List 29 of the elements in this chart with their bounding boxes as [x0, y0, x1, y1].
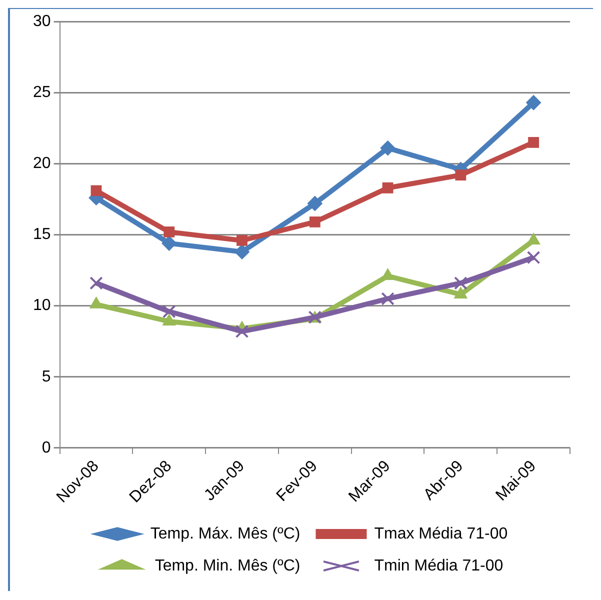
y-tick-label: 10 — [33, 297, 51, 314]
y-tick-label: 5 — [42, 368, 51, 386]
point — [90, 185, 102, 196]
point — [90, 276, 103, 290]
y-tick-label: 0 — [42, 439, 51, 456]
point — [526, 95, 542, 110]
point — [382, 182, 394, 194]
point — [307, 196, 322, 212]
y-tick-label: 25 — [33, 84, 51, 102]
point — [528, 136, 540, 148]
legend-label: Tmax Média 71-00 — [374, 525, 508, 542]
point — [454, 276, 468, 290]
point — [164, 226, 175, 238]
legend-label: Temp. Máx. Mês (ºC) — [150, 525, 300, 542]
point — [235, 324, 249, 338]
y-tick-label: 15 — [33, 226, 51, 244]
point — [526, 250, 540, 264]
y-tick-label: 30 — [33, 13, 51, 30]
point — [162, 304, 176, 318]
point — [236, 235, 248, 246]
point — [455, 170, 466, 181]
point — [309, 216, 320, 228]
point — [162, 236, 177, 251]
y-tick-label: 20 — [33, 155, 51, 172]
legend-label: Temp. Min. Mês (ºC) — [154, 557, 300, 574]
point — [234, 244, 250, 260]
point — [380, 140, 396, 156]
point — [381, 292, 394, 306]
legend-label: Tmin Média 71-00 — [374, 557, 504, 574]
